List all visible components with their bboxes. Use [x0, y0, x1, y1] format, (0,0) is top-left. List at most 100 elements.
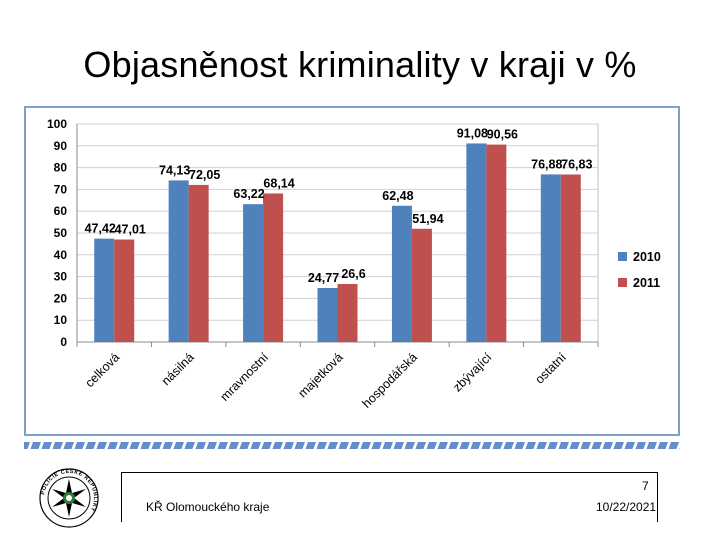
- stripe-gap: [500, 442, 506, 449]
- y-tick-label: 80: [54, 161, 68, 175]
- stripe-gap: [533, 442, 539, 449]
- decorative-stripe: [24, 442, 680, 449]
- stripe-gap: [368, 442, 374, 449]
- stripe-gap: [588, 442, 594, 449]
- stripe-gap: [225, 442, 231, 449]
- stripe-gap: [423, 442, 429, 449]
- data-label: 62,48: [382, 189, 413, 203]
- stripe-gap: [434, 442, 440, 449]
- y-tick-label: 40: [54, 248, 68, 262]
- footer-box: [121, 472, 658, 522]
- bar-2011-zbývající: [486, 144, 507, 342]
- stripe-gap: [170, 442, 176, 449]
- y-tick-label: 10: [54, 313, 68, 327]
- y-tick-label: 100: [47, 117, 67, 131]
- stripe-gap: [192, 442, 198, 449]
- y-tick-label: 20: [54, 291, 68, 305]
- bar-2011-mravnostní: [263, 193, 284, 342]
- data-label: 47,42: [85, 222, 116, 236]
- stripe-gap: [379, 442, 385, 449]
- stripe-gap: [346, 442, 352, 449]
- stripe-gap: [71, 442, 77, 449]
- y-tick-label: 90: [54, 139, 68, 153]
- legend-swatch-2010: [618, 252, 627, 261]
- stripe-gap: [115, 442, 121, 449]
- stripe-gap: [643, 442, 649, 449]
- stripe-gap: [93, 442, 99, 449]
- data-label: 91,08: [457, 126, 488, 140]
- stripe-gap: [335, 442, 341, 449]
- y-tick-label: 50: [54, 226, 68, 240]
- data-label: 68,14: [263, 176, 294, 190]
- stripe-gap: [104, 442, 110, 449]
- stripe-gap: [632, 442, 638, 449]
- bar-2010-hospodářská: [391, 205, 412, 342]
- stripe-gap: [49, 442, 55, 449]
- footer-date: 10/22/2021: [596, 500, 657, 514]
- bar-2011-hospodářská: [411, 228, 432, 342]
- stripe-gap: [456, 442, 462, 449]
- category-label: násilná: [159, 350, 197, 388]
- stripe-gap: [467, 442, 473, 449]
- page-number: 7: [642, 479, 649, 493]
- y-tick-label: 0: [60, 335, 67, 349]
- stripe-gap: [214, 442, 220, 449]
- data-label: 72,05: [189, 168, 220, 182]
- y-tick-label: 60: [54, 204, 68, 218]
- stripe-gap: [412, 442, 418, 449]
- police-logo: POLICIE ČESKÉ REPUBLIKY: [39, 468, 99, 528]
- stripe-gap: [511, 442, 517, 449]
- stripe-gap: [401, 442, 407, 449]
- stripe-gap: [159, 442, 165, 449]
- stripe-gap: [445, 442, 451, 449]
- category-label: zbývající: [450, 350, 495, 395]
- bar-2010-zbývající: [466, 143, 487, 342]
- bar-2011-násilná: [188, 184, 209, 342]
- bar-2011-celková: [114, 239, 135, 342]
- data-label: 76,88: [531, 157, 562, 171]
- stripe-gap: [357, 442, 363, 449]
- category-label: celková: [82, 350, 122, 390]
- y-tick-label: 30: [54, 270, 68, 284]
- stripe-gap: [60, 442, 66, 449]
- bar-2011-ostatní: [560, 174, 581, 342]
- stripe-gap: [489, 442, 495, 449]
- stripe-gap: [544, 442, 550, 449]
- stripe-gap: [38, 442, 44, 449]
- stripe-gap: [522, 442, 528, 449]
- data-label: 74,13: [159, 163, 190, 177]
- stripe-gap: [258, 442, 264, 449]
- bar-2011-majetková: [337, 284, 358, 342]
- stripe-gap: [126, 442, 132, 449]
- data-label: 90,56: [487, 128, 518, 142]
- stripe-gap: [313, 442, 319, 449]
- stripe-gap: [599, 442, 605, 449]
- stripe-gap: [555, 442, 561, 449]
- y-tick-label: 70: [54, 182, 68, 196]
- data-label: 26,6: [341, 267, 365, 281]
- data-label: 51,94: [412, 212, 443, 226]
- stripe-gap: [566, 442, 572, 449]
- legend-label: 2011: [633, 276, 660, 290]
- legend-label: 2010: [633, 250, 661, 264]
- bar-2010-majetková: [317, 288, 338, 342]
- stripe-gap: [269, 442, 275, 449]
- bar-2010-násilná: [168, 180, 189, 342]
- category-label: majetková: [295, 350, 345, 400]
- bar-2010-ostatní: [540, 174, 561, 342]
- stripe-gap: [148, 442, 154, 449]
- footer-organization: KŘ Olomouckého kraje: [146, 500, 270, 514]
- stripe-gap: [181, 442, 187, 449]
- bar-2010-celková: [94, 238, 115, 342]
- data-label: 24,77: [308, 271, 339, 285]
- stripe-gap: [236, 442, 242, 449]
- data-label: 63,22: [233, 187, 264, 201]
- stripe-gap: [621, 442, 627, 449]
- category-label: hospodářská: [360, 350, 421, 411]
- stripe-gap: [676, 442, 680, 449]
- stripe-gap: [27, 442, 33, 449]
- data-label: 76,83: [561, 158, 592, 172]
- stripe-gap: [390, 442, 396, 449]
- stripe-gap: [302, 442, 308, 449]
